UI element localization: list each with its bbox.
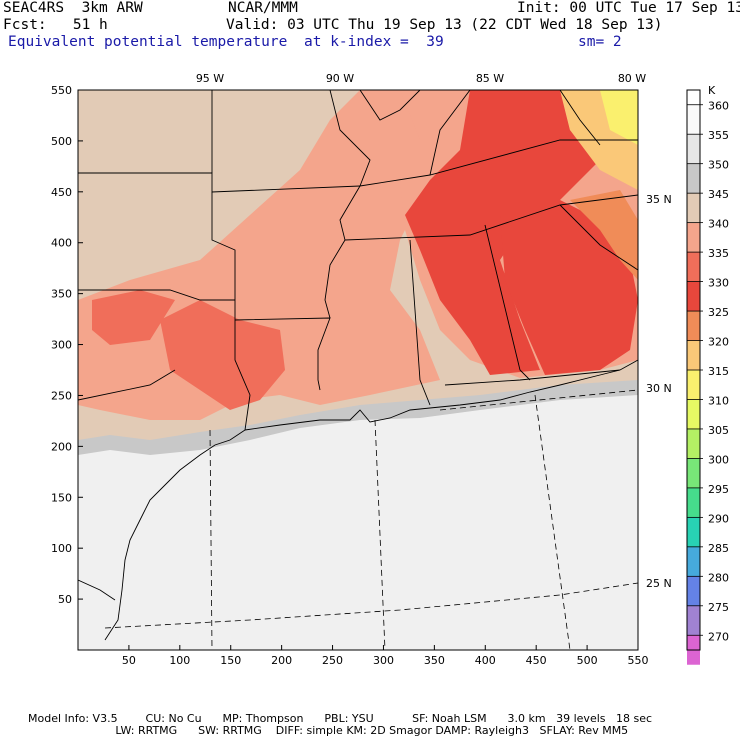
model-info-line2: LW: RRTMG SW: RRTMG DIFF: simple KM: 2D … bbox=[28, 724, 629, 737]
colorbar-swatch bbox=[687, 340, 700, 370]
colorbar-swatch bbox=[687, 428, 700, 459]
colorbar-swatch bbox=[687, 546, 700, 577]
latitude-labels: 35 N 30 N 25 N bbox=[646, 193, 672, 590]
colorbar-swatch bbox=[687, 487, 700, 518]
colorbar-swatch bbox=[687, 311, 700, 341]
y-tick-label: 350 bbox=[51, 288, 72, 301]
model-info-line1: Model Info: V3.5 CU: No Cu MP: Thompson … bbox=[28, 712, 653, 725]
colorbar-label: 320 bbox=[708, 336, 729, 349]
colorbar-label: 355 bbox=[708, 129, 729, 142]
latitude-label: 25 N bbox=[646, 577, 672, 590]
colorbar-swatch bbox=[687, 281, 700, 312]
coastline bbox=[78, 359, 638, 641]
colorbar-swatch bbox=[687, 399, 700, 429]
colorbar: 360 355 350 345 340 335 330 325 320 315 310 305 300 2… bbox=[686, 84, 729, 665]
y-tick-label: 100 bbox=[51, 542, 72, 555]
state-boundaries bbox=[78, 90, 638, 431]
y-tick-label: 450 bbox=[51, 186, 72, 199]
colorbar-label: 270 bbox=[708, 630, 729, 643]
colorbar-swatch bbox=[687, 104, 700, 135]
x-tick-label: 350 bbox=[424, 654, 445, 667]
forecast-hour: Fcst: 51 h bbox=[3, 17, 108, 33]
y-tick-label: 150 bbox=[51, 491, 72, 504]
x-tick-label: 150 bbox=[220, 654, 241, 667]
colorbar-label: 295 bbox=[708, 483, 729, 496]
x-tick-label: 400 bbox=[475, 654, 496, 667]
colorbar-swatch bbox=[687, 458, 700, 488]
graticule bbox=[104, 389, 638, 650]
y-tick-label: 200 bbox=[51, 440, 72, 453]
colorbar-swatch bbox=[687, 163, 700, 194]
x-tick-label: 250 bbox=[322, 654, 343, 667]
latitude-label: 35 N bbox=[646, 193, 672, 206]
colorbar-label: 285 bbox=[708, 542, 729, 555]
y-tick-label: 500 bbox=[51, 135, 72, 148]
longitude-labels: 95 W 90 W 85 W 80 W bbox=[196, 72, 646, 85]
colorbar-swatch bbox=[687, 370, 700, 400]
colorbar-label: 300 bbox=[708, 453, 729, 466]
colorbar-frame bbox=[686, 89, 701, 651]
latitude-label: 30 N bbox=[646, 382, 672, 395]
init-time: Init: 00 UTC Tue 17 Sep 13 bbox=[517, 0, 740, 16]
y-tick-label: 550 bbox=[51, 84, 72, 97]
x-tick-label: 550 bbox=[628, 654, 649, 667]
colorbar-label: 315 bbox=[708, 365, 729, 378]
colorbar-label: 280 bbox=[708, 571, 729, 584]
colorbar-label: 325 bbox=[708, 306, 729, 319]
model-title: SEAC4RS 3km ARW bbox=[3, 0, 143, 16]
organization: NCAR/MMM bbox=[228, 0, 298, 16]
x-tick-label: 450 bbox=[526, 654, 547, 667]
colorbar-swatch bbox=[687, 222, 700, 253]
colorbar-label: 275 bbox=[708, 601, 729, 614]
level-info: at k-index = 39 bbox=[304, 34, 444, 50]
y-tick-label: 50 bbox=[58, 593, 72, 606]
longitude-label: 90 W bbox=[326, 72, 354, 85]
colorbar-swatch bbox=[687, 252, 700, 282]
y-axis-ticks: 50 100 150 200 250 300 350 400 450 500 550 bbox=[51, 84, 83, 606]
valid-time: Valid: 03 UTC Thu 19 Sep 13 (22 CDT Wed … bbox=[226, 17, 663, 33]
colorbar-label: 335 bbox=[708, 247, 729, 260]
colorbar-swatch bbox=[687, 576, 700, 606]
x-tick-label: 100 bbox=[169, 654, 190, 667]
colorbar-label: 350 bbox=[708, 159, 729, 172]
colorbar-label: 340 bbox=[708, 218, 729, 231]
colorbar-swatch bbox=[687, 193, 700, 223]
y-tick-label: 400 bbox=[51, 237, 72, 250]
plot-frame bbox=[77, 89, 639, 651]
colorbar-cap bbox=[687, 90, 700, 105]
x-tick-label: 50 bbox=[122, 654, 136, 667]
colorbar-swatch bbox=[687, 134, 700, 164]
colorbar-unit: K bbox=[708, 84, 716, 97]
colorbar-swatch bbox=[687, 517, 700, 547]
colorbar-label: 305 bbox=[708, 424, 729, 437]
x-tick-label: 200 bbox=[271, 654, 292, 667]
longitude-label: 95 W bbox=[196, 72, 224, 85]
longitude-label: 80 W bbox=[618, 72, 646, 85]
colorbar-label: 330 bbox=[708, 277, 729, 290]
theta-e-field bbox=[78, 90, 638, 650]
colorbar-label: 345 bbox=[708, 188, 729, 201]
y-tick-label: 300 bbox=[51, 339, 72, 352]
x-axis-ticks: 50 100 150 200 250 300 350 400 450 500 550 bbox=[122, 645, 649, 667]
colorbar-swatch bbox=[687, 605, 700, 636]
field-name: Equivalent potential temperature bbox=[8, 34, 288, 50]
colorbar-label: 310 bbox=[708, 394, 729, 407]
longitude-label: 85 W bbox=[476, 72, 504, 85]
colorbar-label: 360 bbox=[708, 100, 729, 113]
y-tick-label: 250 bbox=[51, 389, 72, 402]
smoothing-info: sm= 2 bbox=[578, 34, 622, 50]
x-tick-label: 300 bbox=[373, 654, 394, 667]
x-tick-label: 500 bbox=[577, 654, 598, 667]
colorbar-label: 290 bbox=[708, 512, 729, 525]
